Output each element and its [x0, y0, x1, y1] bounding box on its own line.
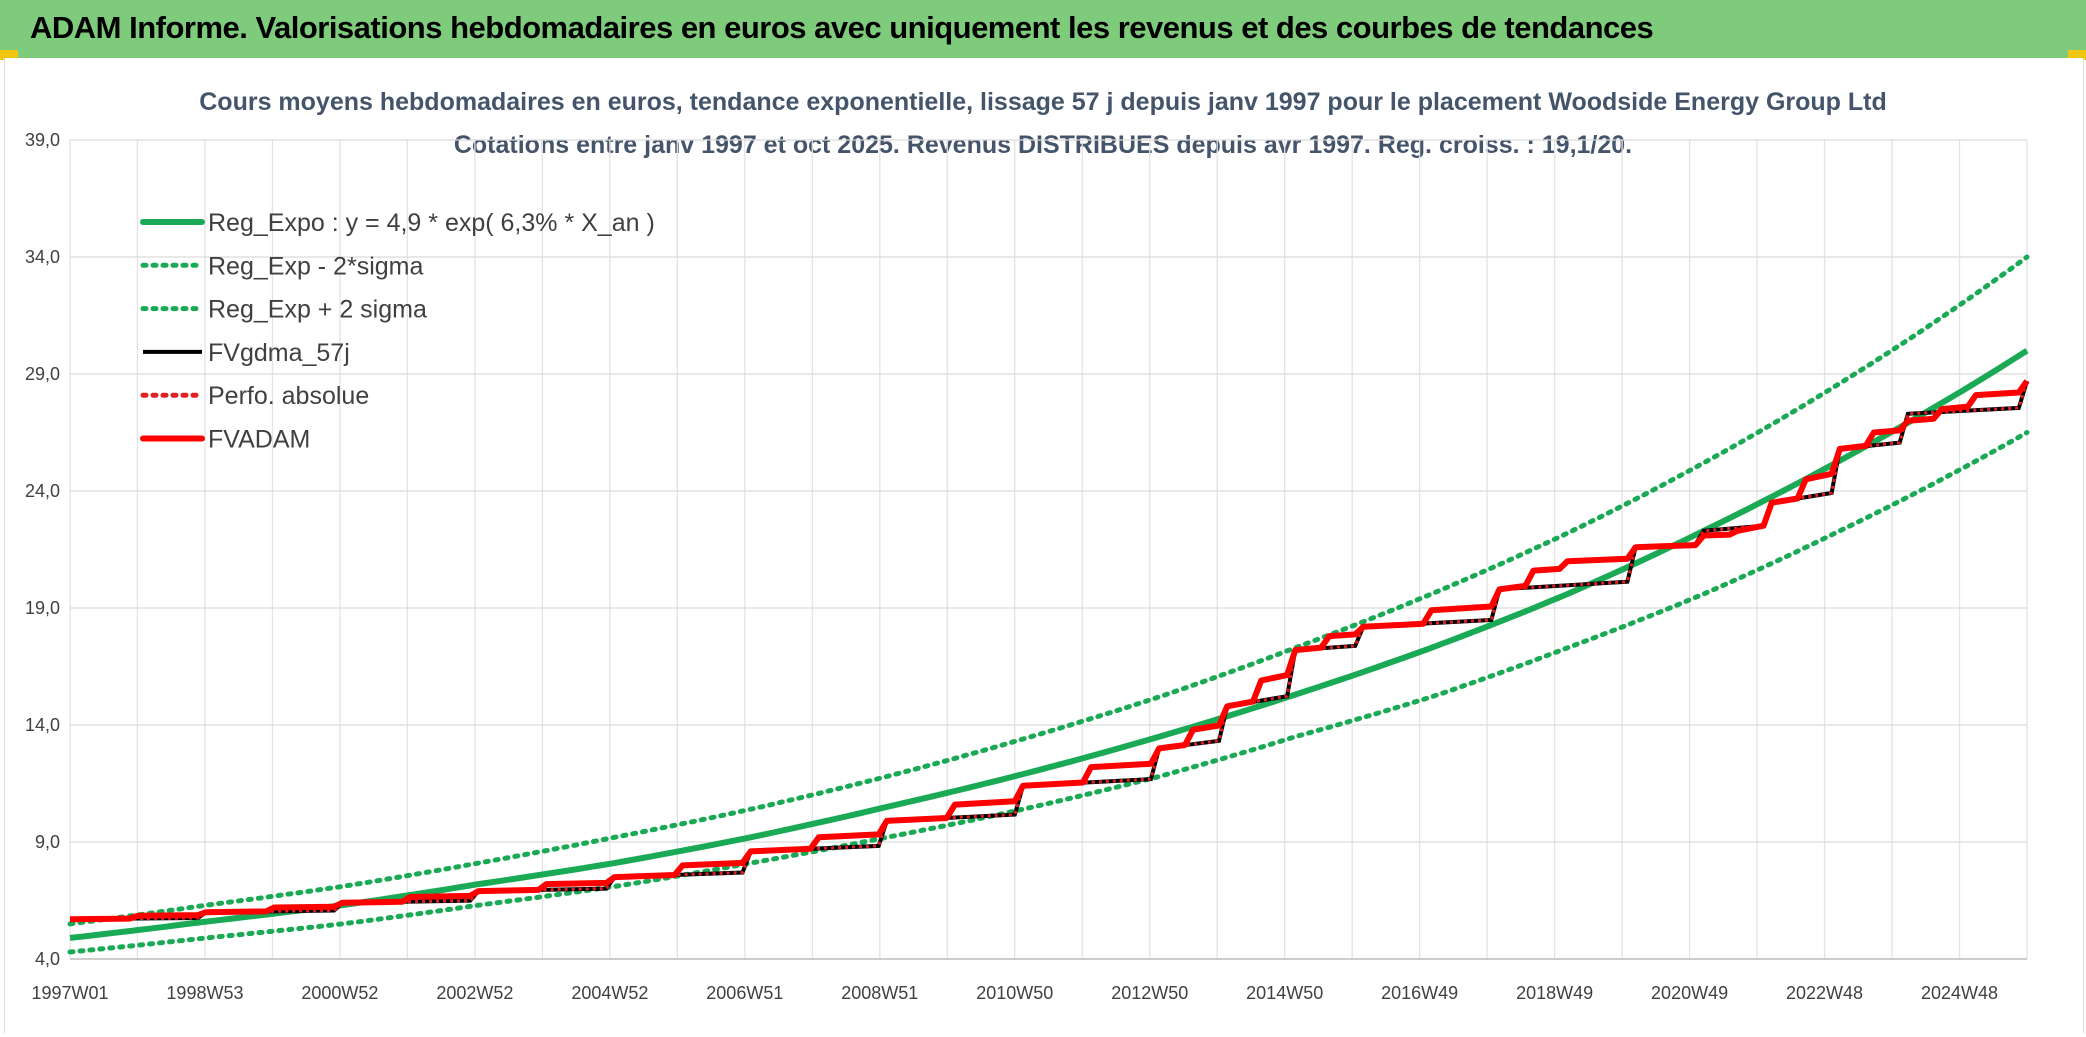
reg-exp-plus-2sigma-line: [67, 254, 2030, 927]
x-tick-label: 2022W48: [1786, 983, 1863, 1003]
chart-panel: [4, 58, 2084, 1033]
legend-reg-exp-plus: Reg_Exp + 2 sigma: [208, 296, 427, 324]
y-tick-label: 9,0: [35, 832, 60, 852]
x-tick-label: 2016W49: [1381, 983, 1458, 1003]
x-tick-label: 2008W51: [841, 983, 918, 1003]
x-tick-label: 2006W51: [706, 983, 783, 1003]
x-tick-label: 2020W49: [1651, 983, 1728, 1003]
fvadam-line: [69, 379, 2030, 923]
y-tick-label: 39,0: [25, 130, 60, 150]
fvgdma-57j-line: [69, 380, 2029, 922]
legend-perfo: Perfo. absolue: [208, 382, 369, 410]
x-tick-label: 2004W52: [571, 983, 648, 1003]
report-banner: ADAM Informe. Valorisations hebdomadaire…: [0, 0, 2086, 58]
x-tick-label: 2010W50: [976, 983, 1053, 1003]
y-tick-label: 19,0: [25, 598, 60, 618]
x-tick-label: 2014W50: [1246, 983, 1323, 1003]
y-tick-label: 29,0: [25, 364, 60, 384]
chart-subtitle: Cotations entre janv 1997 et oct 2025. R…: [453, 131, 1633, 159]
y-tick-label: 24,0: [25, 481, 60, 501]
reg-expo-line: [69, 348, 2029, 941]
legend-fvadam: FVADAM: [208, 426, 310, 454]
y-tick-label: 4,0: [35, 949, 60, 969]
x-tick-label: 1997W01: [31, 983, 108, 1003]
x-tick-label: 2012W50: [1111, 983, 1188, 1003]
y-tick-label: 14,0: [25, 715, 60, 735]
banner-corner-right: [2068, 50, 2086, 60]
perfo-absolue-line: [69, 380, 2029, 921]
x-tick-label: 2024W48: [1921, 983, 1998, 1003]
x-tick-label: 1998W53: [166, 983, 243, 1003]
legend-reg-exp-minus: Reg_Exp - 2*sigma: [208, 252, 423, 280]
chart-title: Cours moyens hebdomadaires en euros, ten…: [199, 88, 1887, 116]
x-tick-label: 2002W52: [436, 983, 513, 1003]
report-title: ADAM Informe. Valorisations hebdomadaire…: [30, 10, 1654, 45]
y-tick-label: 34,0: [25, 247, 60, 267]
x-tick-label: 2000W52: [301, 983, 378, 1003]
x-tick-label: 2018W49: [1516, 983, 1593, 1003]
legend-fvgdma: FVgdma_57j: [208, 339, 350, 367]
reg-exp-minus-2sigma-line: [67, 430, 2030, 955]
legend-reg-expo: Reg_Expo : y = 4,9 * exp( 6,3% * X_an ): [208, 209, 655, 237]
banner-corner-left: [0, 50, 18, 60]
